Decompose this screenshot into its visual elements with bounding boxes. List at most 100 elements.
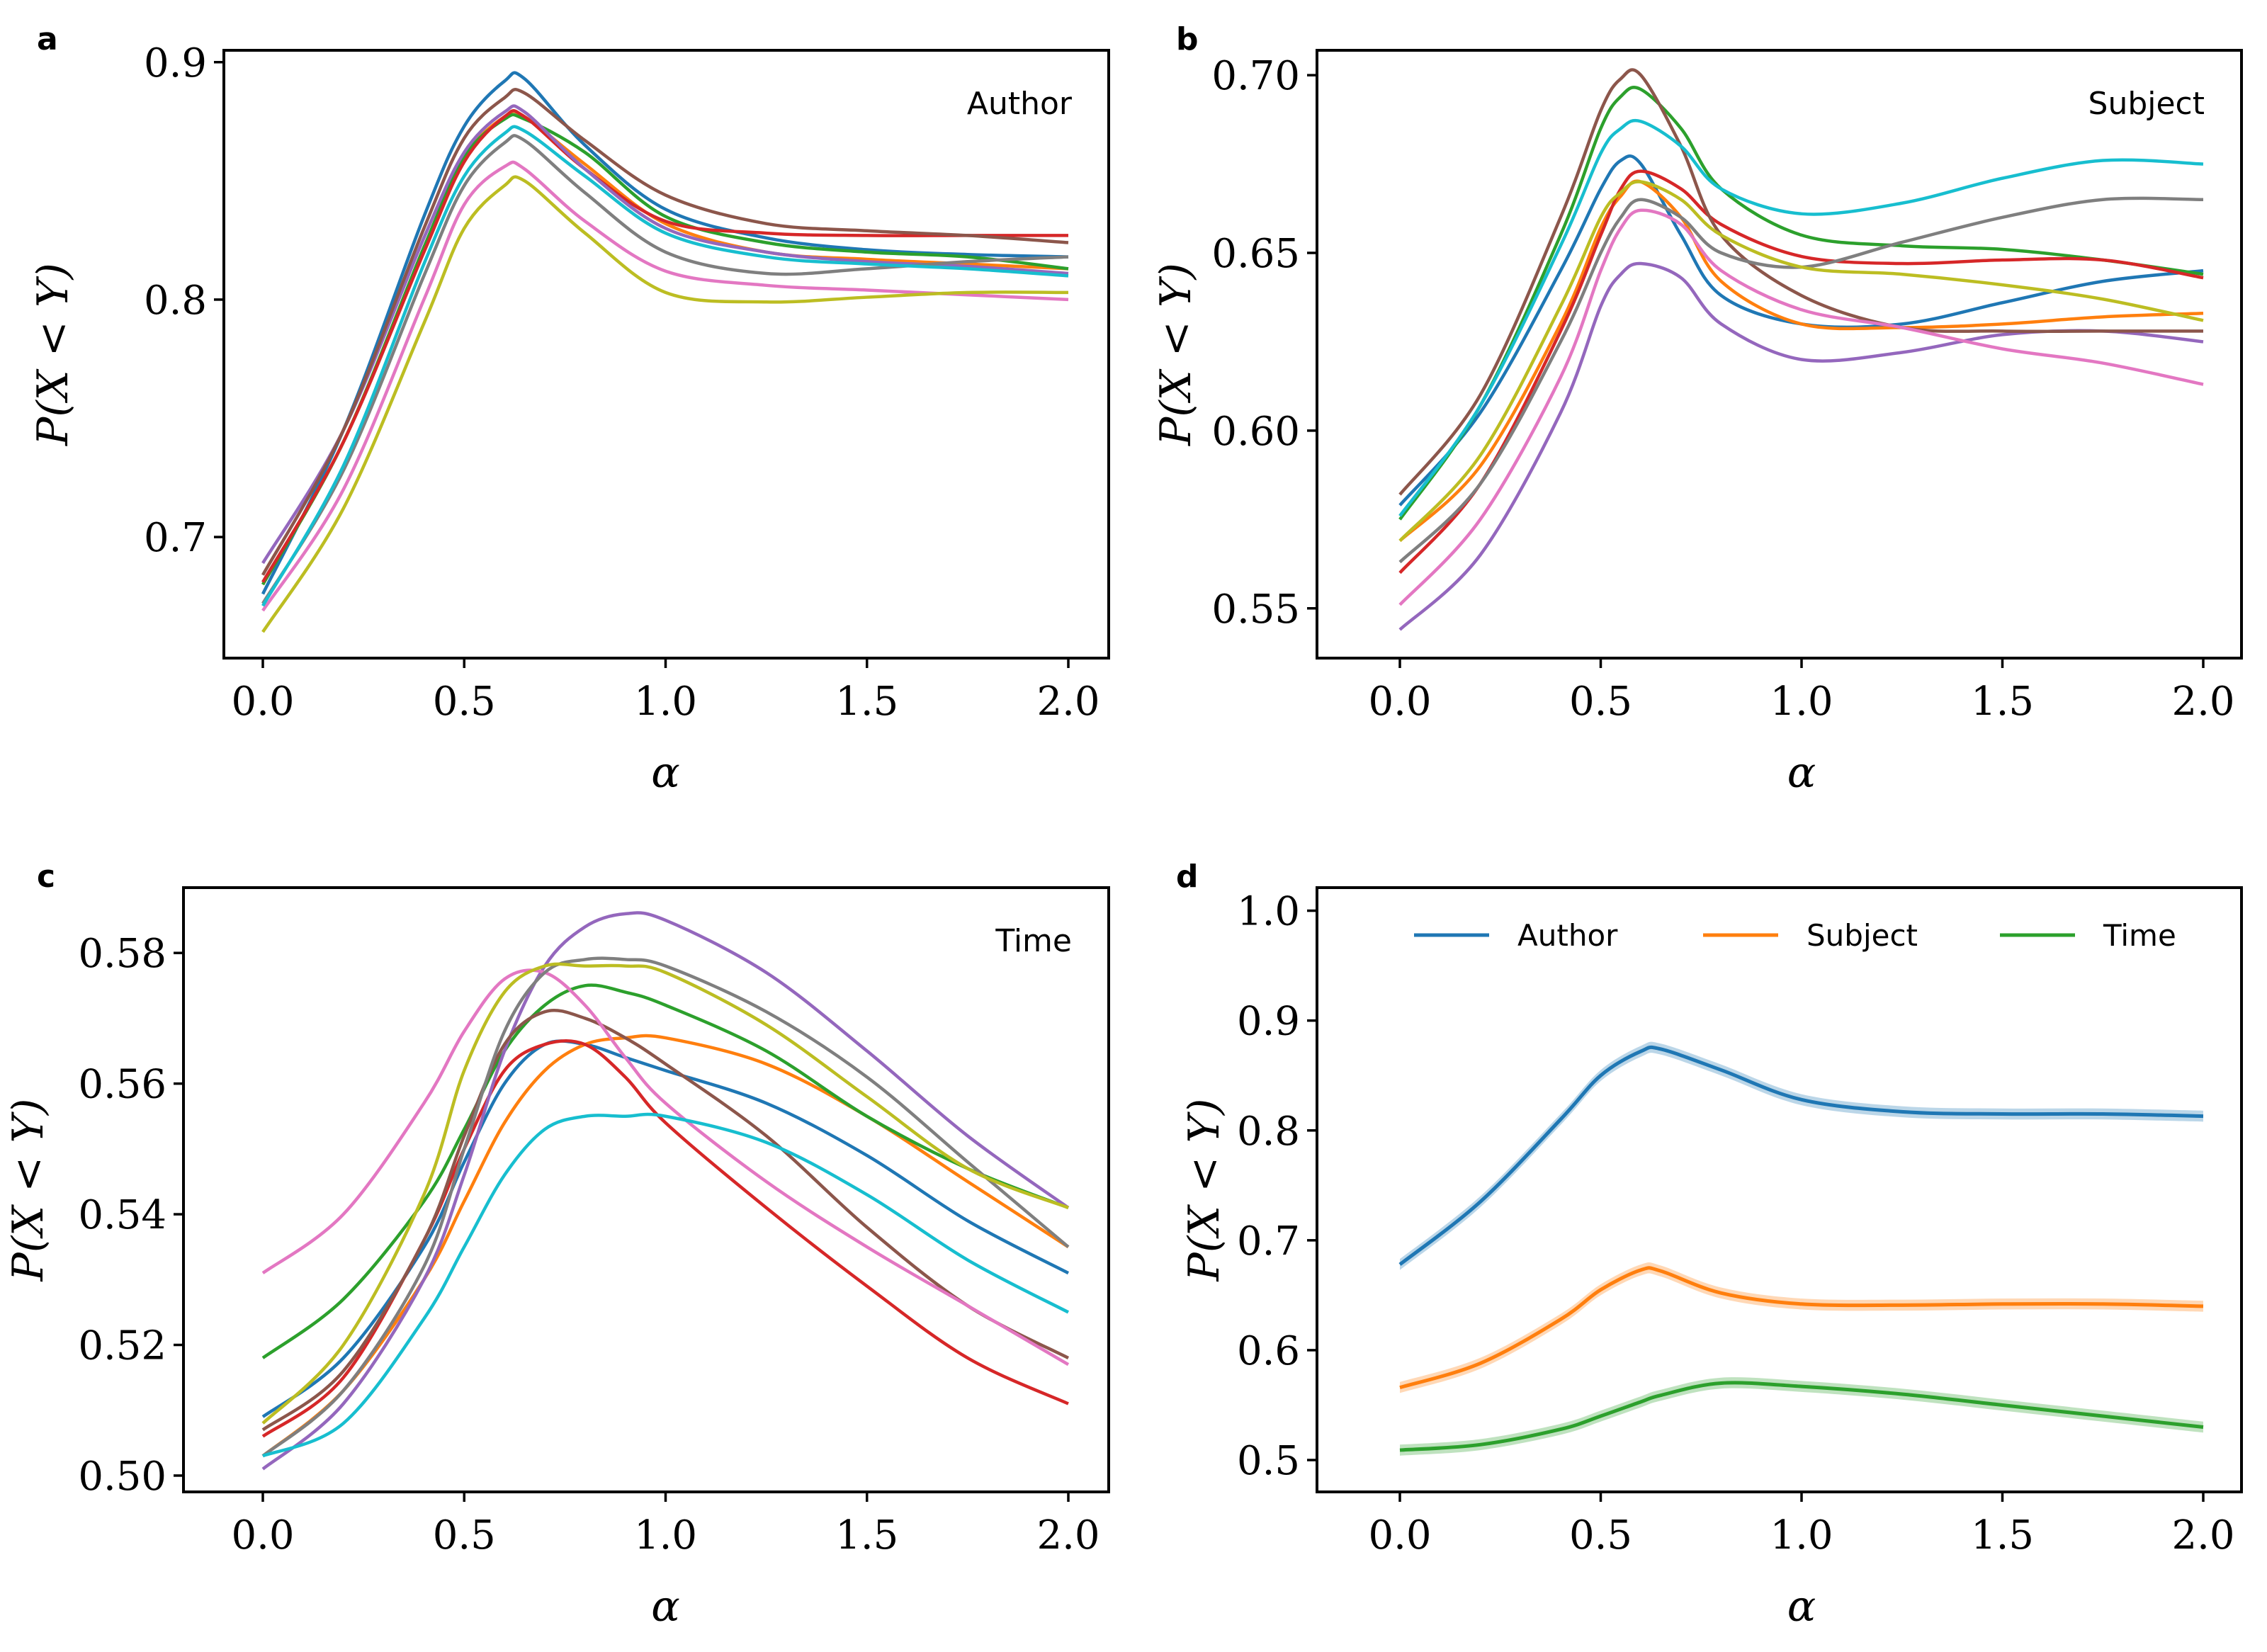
panel-title: Subject bbox=[2088, 86, 2205, 122]
x-tick-label: 2.0 bbox=[2171, 1512, 2234, 1558]
legend-label: Subject bbox=[1807, 918, 1918, 953]
x-tick-label: 0.5 bbox=[433, 679, 496, 725]
panel-b: 0.0 0.5 1.0 1.5 2.0 0.55 0.60 0.65 0.70 α P(X < Y)… bbox=[1151, 21, 2243, 798]
y-tick-label: 0.8 bbox=[144, 278, 207, 324]
series-line-3 bbox=[1398, 86, 2204, 521]
x-tick-label: 1.5 bbox=[1971, 679, 2034, 725]
y-tick-label: 1.0 bbox=[1237, 889, 1300, 935]
y-tick-label: 0.5 bbox=[1237, 1438, 1300, 1484]
x-tick-label: 1.0 bbox=[1770, 679, 1833, 725]
x-tick-label: 2.0 bbox=[2171, 679, 2234, 725]
series-line-9 bbox=[1398, 180, 2204, 542]
x-tick-label: 0.5 bbox=[1569, 1512, 1632, 1558]
series-line-5 bbox=[261, 911, 1070, 1471]
series-line-6 bbox=[261, 88, 1069, 576]
panel-c: 0.0 0.5 1.0 1.5 2.0 0.50 0.52 0.54 0.56 0.58 α P(X … bbox=[4, 859, 1110, 1631]
x-tick-label: 2.0 bbox=[1036, 1512, 1099, 1558]
y-tick-label: 0.9 bbox=[144, 40, 207, 86]
x-axis-label: α bbox=[1787, 748, 1816, 798]
series-line-7 bbox=[261, 968, 1070, 1367]
x-axis-label: α bbox=[651, 748, 680, 798]
series-line-1 bbox=[261, 1039, 1070, 1418]
confidence-band-subject bbox=[1400, 1262, 2203, 1393]
legend-label: Author bbox=[1517, 918, 1618, 953]
legend-label: Time bbox=[2103, 918, 2176, 953]
series-line-10 bbox=[1398, 118, 2204, 517]
y-tick-label: 0.6 bbox=[1237, 1328, 1300, 1374]
series-line-9 bbox=[261, 175, 1069, 633]
legend: Author Subject Time bbox=[1414, 918, 2176, 953]
panel-letter: a bbox=[37, 21, 58, 57]
y-tick-label: 0.58 bbox=[78, 931, 166, 977]
series-line-author bbox=[1398, 1045, 2204, 1266]
x-tick-label: 0.0 bbox=[231, 1512, 294, 1558]
plot-area bbox=[1398, 1041, 2204, 1456]
series-line-subject bbox=[1399, 1266, 2204, 1390]
legend-item-author: Author bbox=[1414, 918, 1618, 953]
x-axis-label: α bbox=[651, 1582, 680, 1631]
series-line-6 bbox=[1398, 68, 2203, 496]
x-tick-label: 1.5 bbox=[835, 1512, 898, 1558]
confidence-band-time bbox=[1400, 1377, 2203, 1456]
panel-letter: b bbox=[1176, 21, 1199, 57]
axes-frame bbox=[1316, 49, 2243, 660]
x-tick-label: 1.0 bbox=[1770, 1512, 1833, 1558]
x-tick-label: 1.5 bbox=[835, 679, 898, 725]
series-line-6 bbox=[261, 1008, 1070, 1432]
x-tick-label: 2.0 bbox=[1036, 679, 1099, 725]
series-line-1 bbox=[1398, 154, 2204, 507]
y-tick-label: 0.7 bbox=[144, 515, 207, 561]
x-tick-label: 1.5 bbox=[1971, 1512, 2034, 1558]
series-line-7 bbox=[261, 160, 1069, 612]
series-line-8 bbox=[261, 134, 1069, 605]
x-tick-label: 0.0 bbox=[231, 679, 294, 725]
y-tick-label: 0.60 bbox=[1211, 409, 1300, 455]
plot-area bbox=[261, 911, 1070, 1471]
x-tick-label: 1.0 bbox=[634, 1512, 697, 1558]
plot-area bbox=[1398, 68, 2204, 631]
y-axis-label: P(X < Y) bbox=[1180, 1099, 1229, 1282]
panel-letter: d bbox=[1176, 859, 1199, 895]
x-tick-label: 0.5 bbox=[1569, 679, 1632, 725]
panel-d: 0.0 0.5 1.0 1.5 2.0 0.5 0.6 0.7 0.8 0.9 1.0 α P(X < … bbox=[1176, 859, 2243, 1631]
y-axis-label: P(X < Y) bbox=[28, 263, 78, 446]
y-tick-label: 0.56 bbox=[78, 1062, 166, 1108]
series-line-8 bbox=[261, 956, 1070, 1458]
plot-area bbox=[261, 71, 1069, 633]
y-tick-label: 0.65 bbox=[1211, 231, 1300, 277]
panel-title: Author bbox=[967, 86, 1073, 122]
series-line-5 bbox=[1398, 261, 2204, 631]
series-line-time bbox=[1399, 1381, 2204, 1452]
y-tick-label: 0.50 bbox=[78, 1454, 166, 1500]
x-tick-label: 1.0 bbox=[634, 679, 697, 725]
y-tick-label: 0.7 bbox=[1237, 1218, 1300, 1265]
y-tick-label: 0.9 bbox=[1237, 999, 1300, 1045]
series-line-3 bbox=[261, 983, 1069, 1359]
series-line-1 bbox=[261, 71, 1069, 595]
series-line-10 bbox=[262, 1112, 1070, 1458]
y-tick-label: 0.8 bbox=[1237, 1109, 1300, 1155]
x-tick-label: 0.5 bbox=[433, 1512, 496, 1558]
series-line-4 bbox=[261, 109, 1068, 583]
y-tick-label: 0.55 bbox=[1211, 587, 1300, 633]
axes-frame bbox=[1316, 886, 2243, 1493]
x-axis-label: α bbox=[1787, 1582, 1816, 1631]
series-line-5 bbox=[261, 104, 1069, 565]
panel-letter: c bbox=[37, 859, 55, 895]
panel-title: Time bbox=[995, 923, 1072, 959]
y-axis-label: P(X < Y) bbox=[4, 1099, 53, 1282]
y-tick-label: 0.70 bbox=[1211, 53, 1300, 99]
axes-frame bbox=[182, 886, 1110, 1493]
x-tick-label: 0.0 bbox=[1368, 1512, 1431, 1558]
series-line-4 bbox=[1398, 169, 2204, 575]
axes-frame bbox=[222, 49, 1110, 660]
panel-a: 0.0 0.5 1.0 1.5 2.0 0.7 0.8 0.9 α P(X < Y) a Author bbox=[28, 21, 1110, 798]
y-tick-label: 0.54 bbox=[78, 1192, 166, 1238]
legend-item-time: Time bbox=[2000, 918, 2176, 953]
confidence-band-author bbox=[1400, 1041, 2203, 1270]
y-tick-label: 0.52 bbox=[78, 1323, 166, 1369]
series-line-8 bbox=[1398, 196, 2204, 564]
series-line-9 bbox=[261, 962, 1069, 1425]
series-line-10 bbox=[261, 125, 1069, 607]
